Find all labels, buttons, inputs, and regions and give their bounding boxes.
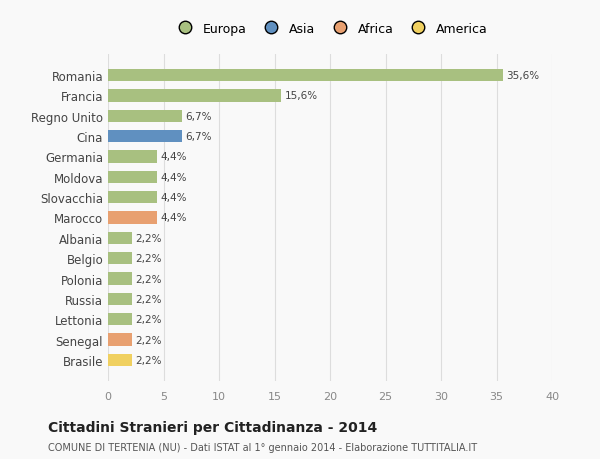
Text: 2,2%: 2,2%: [136, 254, 162, 263]
Bar: [108, 90, 281, 102]
Text: COMUNE DI TERTENIA (NU) - Dati ISTAT al 1° gennaio 2014 - Elaborazione TUTTITALI: COMUNE DI TERTENIA (NU) - Dati ISTAT al …: [48, 442, 477, 452]
Text: 2,2%: 2,2%: [136, 335, 162, 345]
Legend: Europa, Asia, Africa, America: Europa, Asia, Africa, America: [169, 19, 491, 39]
Bar: [108, 232, 133, 244]
Text: 6,7%: 6,7%: [186, 112, 212, 122]
Text: Cittadini Stranieri per Cittadinanza - 2014: Cittadini Stranieri per Cittadinanza - 2…: [48, 420, 377, 434]
Text: 4,4%: 4,4%: [160, 213, 187, 223]
Text: 2,2%: 2,2%: [136, 274, 162, 284]
Bar: [108, 171, 157, 184]
Bar: [108, 313, 133, 325]
Text: 2,2%: 2,2%: [136, 355, 162, 365]
Bar: [108, 70, 503, 82]
Text: 4,4%: 4,4%: [160, 173, 187, 182]
Bar: [108, 293, 133, 305]
Bar: [108, 131, 182, 143]
Text: 2,2%: 2,2%: [136, 294, 162, 304]
Bar: [108, 354, 133, 366]
Text: 35,6%: 35,6%: [506, 71, 539, 81]
Bar: [108, 252, 133, 265]
Text: 6,7%: 6,7%: [186, 132, 212, 142]
Text: 4,4%: 4,4%: [160, 193, 187, 203]
Bar: [108, 334, 133, 346]
Bar: [108, 151, 157, 163]
Text: 2,2%: 2,2%: [136, 314, 162, 325]
Bar: [108, 212, 157, 224]
Bar: [108, 192, 157, 204]
Text: 4,4%: 4,4%: [160, 152, 187, 162]
Bar: [108, 273, 133, 285]
Text: 2,2%: 2,2%: [136, 233, 162, 243]
Text: 15,6%: 15,6%: [284, 91, 317, 101]
Bar: [108, 111, 182, 123]
